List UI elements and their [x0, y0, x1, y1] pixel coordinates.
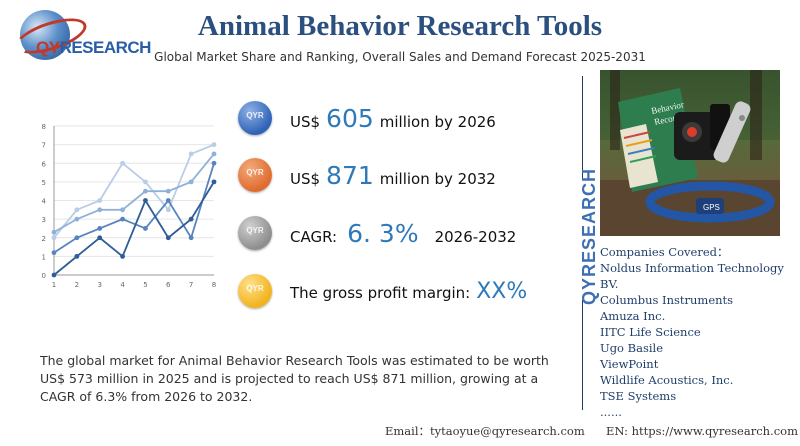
page-subtitle: Global Market Share and Ranking, Overall… — [154, 50, 646, 64]
stat-suffix: million by 2026 — [379, 112, 496, 131]
footer: Email：tytaoyue@qyresearch.com EN: https:… — [385, 423, 798, 439]
series-point-1 — [188, 151, 194, 157]
stat-prefix: The gross profit margin: — [290, 283, 471, 302]
x-tick-label: 1 — [52, 281, 56, 289]
series-point-1 — [120, 160, 125, 166]
y-tick-label: 8 — [42, 123, 46, 131]
company-item: ViewPoint — [600, 357, 659, 371]
y-tick-label: 2 — [42, 235, 46, 243]
product-photo: Behavior Record GPS — [600, 70, 780, 236]
series-point-1 — [211, 142, 217, 148]
series-point-3 — [51, 250, 57, 256]
series-line-2 — [53, 153, 215, 233]
stat-row-2032: QYR US$ 871 million by 2032 — [238, 155, 496, 195]
x-tick-label: 3 — [97, 281, 101, 289]
series-point-2 — [188, 179, 194, 185]
company-item: ...... — [600, 405, 622, 419]
stat-row-margin: QYR The gross profit margin: XX% — [238, 271, 533, 311]
x-tick-label: 2 — [75, 281, 79, 289]
collar-label: GPS — [703, 203, 720, 212]
series-point-2 — [143, 188, 148, 194]
series-point-4 — [74, 253, 80, 259]
company-item: Amuza Inc. — [600, 309, 666, 323]
company-item: Noldus Information Technology — [600, 261, 784, 275]
company-item: BV. — [600, 277, 619, 291]
stat-row-2026: QYR US$ 605 million by 2026 — [238, 98, 496, 138]
y-tick-label: 5 — [42, 179, 46, 187]
series-point-1 — [165, 207, 171, 213]
footer-email: Email：tytaoyue@qyresearch.com — [385, 424, 585, 438]
companies-list: Companies Covered： Noldus Information Te… — [600, 244, 800, 420]
footer-site: EN: https://www.qyresearch.com — [606, 424, 798, 438]
x-tick-label: 7 — [189, 281, 193, 289]
company-item: IITC Life Science — [600, 325, 701, 339]
series-point-4 — [97, 235, 103, 241]
stat-value: 605 — [326, 103, 374, 133]
page-title: Animal Behavior Research Tools — [197, 10, 603, 42]
y-tick-label: 0 — [42, 272, 46, 280]
x-tick-label: 4 — [120, 281, 125, 289]
y-tick-label: 4 — [42, 198, 47, 206]
series-line-1 — [53, 143, 215, 239]
company-item: Ugo Basile — [600, 341, 664, 355]
stat-prefix: US$ — [290, 169, 321, 188]
stat-suffix: million by 2032 — [379, 169, 496, 188]
series-point-4 — [51, 272, 57, 278]
series-point-2 — [120, 207, 125, 213]
series-point-4 — [165, 235, 171, 241]
vertical-brand: QYRESEARCH — [559, 168, 603, 305]
y-tick-label: 3 — [42, 216, 46, 224]
qyresearch-logo: QYRESEARCH — [11, 8, 151, 68]
y-tick-label: 1 — [42, 253, 46, 261]
series-point-2 — [211, 151, 217, 157]
logo-text: QYRESEARCH — [36, 38, 151, 57]
series-point-1 — [97, 198, 103, 203]
series-point-3 — [120, 216, 125, 222]
company-item: Columbus Instruments — [600, 293, 734, 307]
market-summary: The global market for Animal Behavior Re… — [40, 353, 549, 404]
stat-value: XX% — [476, 278, 528, 304]
series-point-4 — [188, 216, 194, 222]
x-tick-label: 6 — [166, 281, 171, 289]
series-line-4 — [53, 181, 215, 276]
stat-bubble-icon: QYR — [238, 158, 272, 192]
stat-row-cagr: QYR CAGR: 6. 3% 2026-2032 — [238, 213, 516, 253]
gps-collar-icon — [645, 181, 775, 223]
company-item: Wildlife Acoustics, Inc. — [600, 373, 734, 387]
series-point-3 — [188, 235, 194, 241]
stat-prefix: CAGR: — [290, 227, 338, 246]
series-point-3 — [143, 226, 148, 231]
series-point-1 — [74, 207, 80, 213]
companies-heading: Companies Covered： — [600, 245, 729, 259]
series-point-1 — [143, 179, 148, 185]
x-tick-label: 8 — [212, 281, 216, 289]
y-tick-label: 6 — [42, 160, 47, 168]
series-point-3 — [165, 198, 171, 203]
globe-icon — [20, 10, 70, 60]
series-point-1 — [51, 235, 57, 241]
stat-suffix: 2026-2032 — [434, 227, 517, 246]
stat-bubble-icon: QYR — [238, 216, 272, 250]
series-point-3 — [211, 160, 217, 166]
stat-bubble-icon: QYR — [238, 101, 272, 135]
series-point-3 — [74, 235, 80, 241]
series-point-2 — [97, 207, 103, 213]
series-point-3 — [97, 226, 103, 231]
company-item: TSE Systems — [600, 389, 677, 403]
series-point-4 — [120, 253, 125, 259]
series-point-2 — [74, 216, 80, 222]
series-line-3 — [53, 162, 215, 254]
stat-prefix: US$ — [290, 112, 321, 131]
stat-value: 871 — [326, 160, 374, 190]
series-point-4 — [143, 198, 148, 203]
series-point-2 — [51, 229, 57, 235]
x-tick-label: 5 — [143, 281, 147, 289]
stat-bubble-icon: QYR — [238, 274, 272, 308]
stat-value: 6. 3% — [347, 218, 419, 248]
series-point-4 — [211, 179, 217, 185]
y-tick-label: 7 — [42, 142, 46, 150]
series-point-2 — [165, 188, 171, 194]
